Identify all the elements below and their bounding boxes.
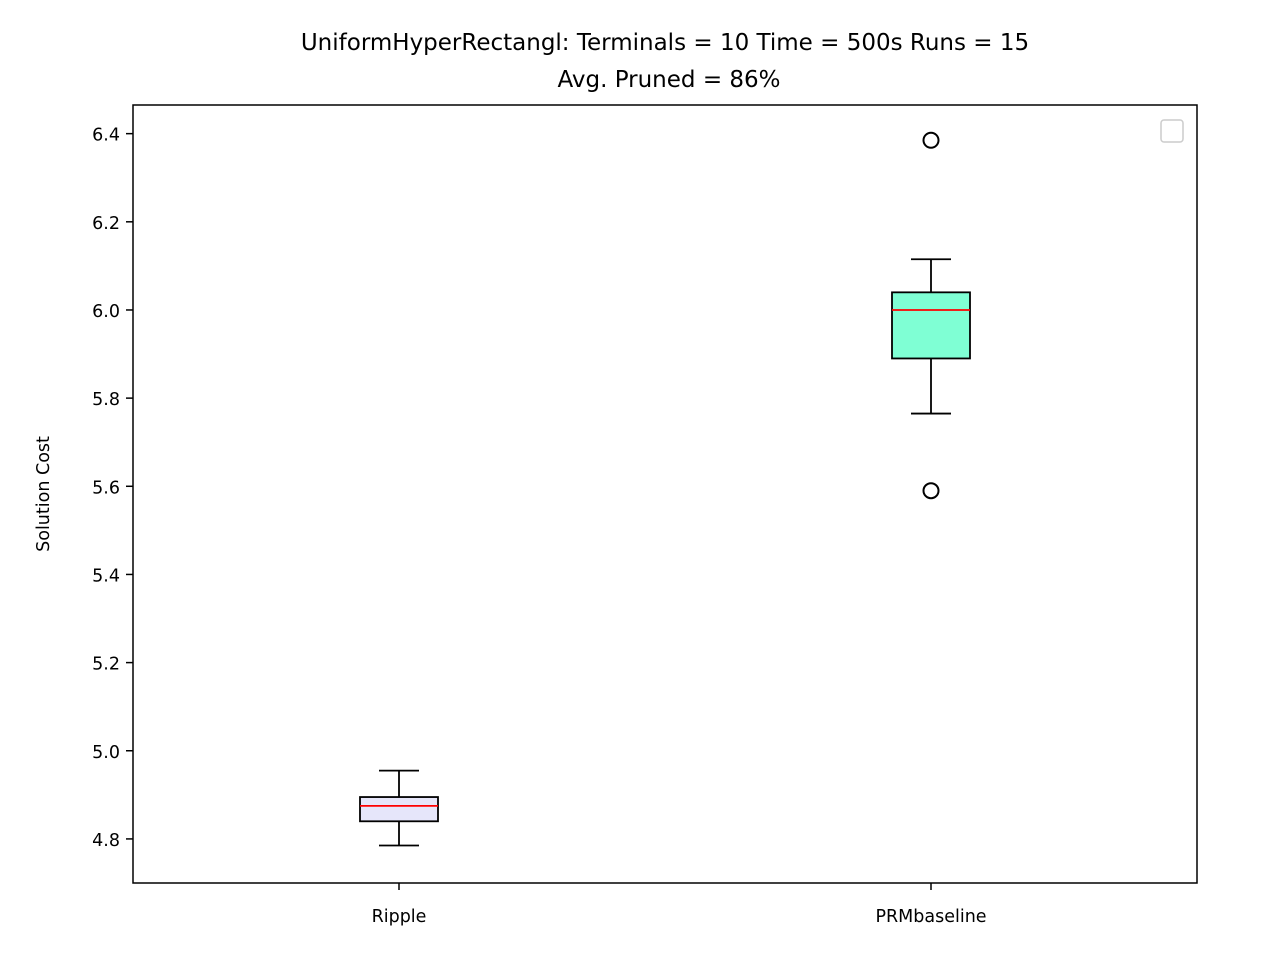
legend-box [1160, 119, 1184, 143]
box-ripple [359, 769, 439, 847]
box-prmbaseline [891, 131, 971, 500]
y-tick-label: 5.2 [92, 655, 120, 675]
box-body [359, 796, 439, 823]
y-tick-label: 5.4 [92, 566, 120, 586]
y-tick-label: 5.6 [92, 478, 120, 498]
plot-area [1160, 119, 1184, 143]
x-tick-label: PRMbaseline [875, 907, 986, 927]
y-tick-label: 4.8 [92, 831, 120, 851]
y-tick-label: 6.2 [92, 214, 120, 234]
x-axis: Ripple PRMbaseline [372, 883, 987, 927]
chart-subtitle: Avg. Pruned = 86% [557, 67, 780, 93]
plot-frame [132, 104, 1198, 884]
y-tick-label: 6.4 [92, 126, 120, 146]
y-tick-label: 5.8 [92, 390, 120, 410]
chart-title: UniformHyperRectangl: Terminals = 10 Tim… [301, 30, 1029, 56]
y-tick-label: 6.0 [92, 302, 120, 322]
y-axis-label: Solution Cost [34, 436, 54, 552]
outlier-point [922, 482, 940, 500]
y-axis: 4.8 5.0 5.2 5.4 5.6 5.8 6.0 6.2 6.4 [92, 126, 133, 851]
box-series [359, 131, 971, 847]
x-tick-label: Ripple [372, 907, 427, 927]
outlier-point [922, 131, 940, 149]
y-tick-label: 5.0 [92, 743, 120, 763]
box-body [891, 291, 971, 360]
